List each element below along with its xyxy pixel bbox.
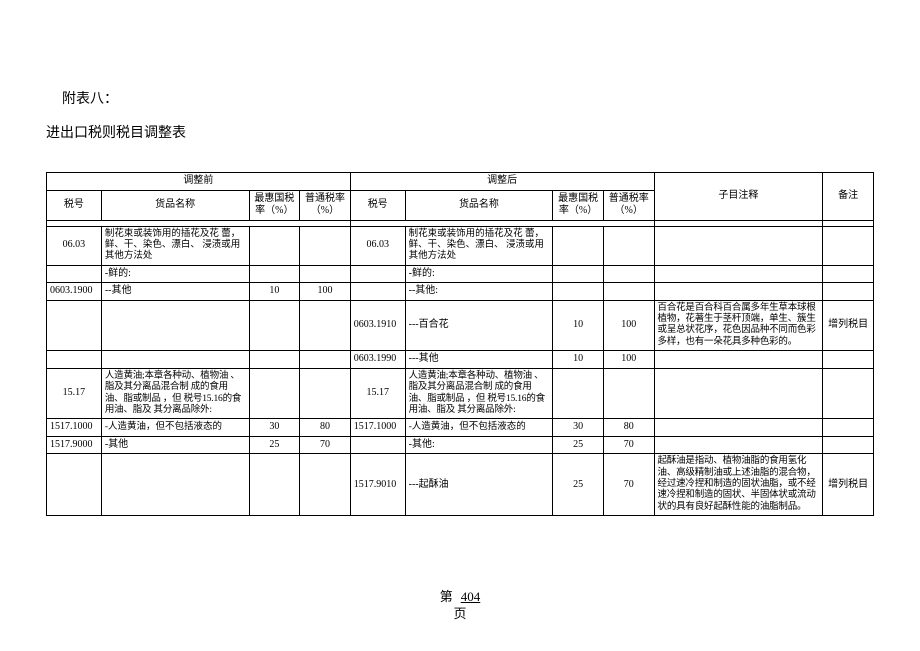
header-name-before: 货品名称 — [101, 190, 249, 220]
cell-name: -人造黄油，但不包括液态的 — [101, 419, 249, 437]
cell-mfn: 25 — [249, 436, 300, 454]
header-mfn-before: 最惠国税率（%） — [249, 190, 300, 220]
cell-mfn: 10 — [553, 351, 604, 369]
cell-remark: 增列税目 — [823, 454, 874, 516]
cell-gen: 70 — [603, 454, 654, 516]
cell-remark: 增列税目 — [823, 300, 874, 351]
cell-name: -鲜的: — [405, 265, 553, 283]
cell-taxno: 1517.1000 — [350, 419, 405, 437]
cell-mfn: 25 — [553, 454, 604, 516]
cell-taxno: 15.17 — [47, 368, 102, 419]
page-label: 第 — [440, 589, 453, 604]
header-taxno-before: 税号 — [47, 190, 102, 220]
cell-name: 人造黄油;本章各种动、植物油 、脂及其分离品混合制 成的食用油、脂或制品 ，但 … — [405, 368, 553, 419]
cell-taxno: 06.03 — [47, 226, 102, 265]
cell-gen: 100 — [603, 351, 654, 369]
page-number: 第 404 页 — [0, 589, 920, 623]
cell-note: 百合花是百合科百合属多年生草本球根植物，花著生于茎秆顶端，单生、簇生或呈总状花序… — [654, 300, 823, 351]
attachment-label: 附表八： — [62, 88, 874, 108]
header-mfn-after: 最惠国税率（%） — [553, 190, 604, 220]
cell-mfn: 30 — [553, 419, 604, 437]
cell-taxno: 1517.1000 — [47, 419, 102, 437]
cell-mfn: 30 — [249, 419, 300, 437]
cell-gen: 70 — [300, 436, 351, 454]
cell-gen: 100 — [300, 283, 351, 301]
cell-name: ---起酥油 — [405, 454, 553, 516]
table-row: 0603.1910 ---百合花 10 100 百合花是百合科百合属多年生草本球… — [47, 300, 874, 351]
header-after: 调整后 — [350, 173, 654, 191]
cell-name: 制花束或装饰用的插花及花 蕾，鲜、干、染色、漂白、 浸渍或用其他方法处 — [405, 226, 553, 265]
header-name-after: 货品名称 — [405, 190, 553, 220]
cell-taxno: 15.17 — [350, 368, 405, 419]
header-gen-after: 普通税率（%） — [603, 190, 654, 220]
cell-gen: 80 — [603, 419, 654, 437]
cell-taxno: 1517.9000 — [47, 436, 102, 454]
table-row: 15.17 人造黄油;本章各种动、植物油 、脂及其分离品混合制 成的食用油、脂或… — [47, 368, 874, 419]
header-remark: 备注 — [823, 173, 874, 221]
main-title: 进出口税则税目调整表 — [46, 122, 874, 142]
cell-mfn: 10 — [249, 283, 300, 301]
cell-name: -鲜的: — [101, 265, 249, 283]
table-row: 1517.9000 -其他 25 70 -其他: 25 70 — [47, 436, 874, 454]
header-gen-before: 普通税率（%） — [300, 190, 351, 220]
table-row: 06.03 制花束或装饰用的插花及花 蕾，鲜、干、染色、漂白、 浸渍或用其他方法… — [47, 226, 874, 265]
cell-name: -其他: — [405, 436, 553, 454]
header-subnote: 子目注释 — [654, 173, 823, 221]
cell-name: ---其他 — [405, 351, 553, 369]
cell-name: 制花束或装饰用的插花及花 蕾，鲜、干、染色、漂白、 浸渍或用其他方法处 — [101, 226, 249, 265]
page-value: 404 — [461, 589, 481, 604]
cell-name: ---百合花 — [405, 300, 553, 351]
cell-gen: 100 — [603, 300, 654, 351]
cell-note: 起酥油是指动、植物油脂的食用氢化油、高级精制油或上述油脂的混合物，经过速冷捏和制… — [654, 454, 823, 516]
cell-taxno: 0603.1900 — [47, 283, 102, 301]
cell-mfn: 25 — [553, 436, 604, 454]
tariff-adjustment-table: 调整前 调整后 子目注释 备注 税号 货品名称 最惠国税率（%） 普通税率（%）… — [46, 172, 874, 516]
cell-name: -其他 — [101, 436, 249, 454]
header-before: 调整前 — [47, 173, 351, 191]
page-unit: 页 — [453, 606, 466, 621]
cell-name: --其他 — [101, 283, 249, 301]
cell-name: 人造黄油;本章各种动、植物油 、脂及其分离品混合制 成的食用油、脂或制品 ，但 … — [101, 368, 249, 419]
cell-taxno: 1517.9010 — [350, 454, 405, 516]
cell-name: --其他: — [405, 283, 553, 301]
table-row: 1517.9010 ---起酥油 25 70 起酥油是指动、植物油脂的食用氢化油… — [47, 454, 874, 516]
cell-name: -人造黄油，但不包括液态的 — [405, 419, 553, 437]
table-row: 0603.1990 ---其他 10 100 — [47, 351, 874, 369]
cell-mfn: 10 — [553, 300, 604, 351]
cell-taxno: 06.03 — [350, 226, 405, 265]
header-taxno-after: 税号 — [350, 190, 405, 220]
cell-gen: 80 — [300, 419, 351, 437]
table-row: -鲜的: -鲜的: — [47, 265, 874, 283]
cell-taxno: 0603.1910 — [350, 300, 405, 351]
cell-gen: 70 — [603, 436, 654, 454]
table-row: 1517.1000 -人造黄油，但不包括液态的 30 80 1517.1000 … — [47, 419, 874, 437]
cell-taxno: 0603.1990 — [350, 351, 405, 369]
table-row: 0603.1900 --其他 10 100 --其他: — [47, 283, 874, 301]
